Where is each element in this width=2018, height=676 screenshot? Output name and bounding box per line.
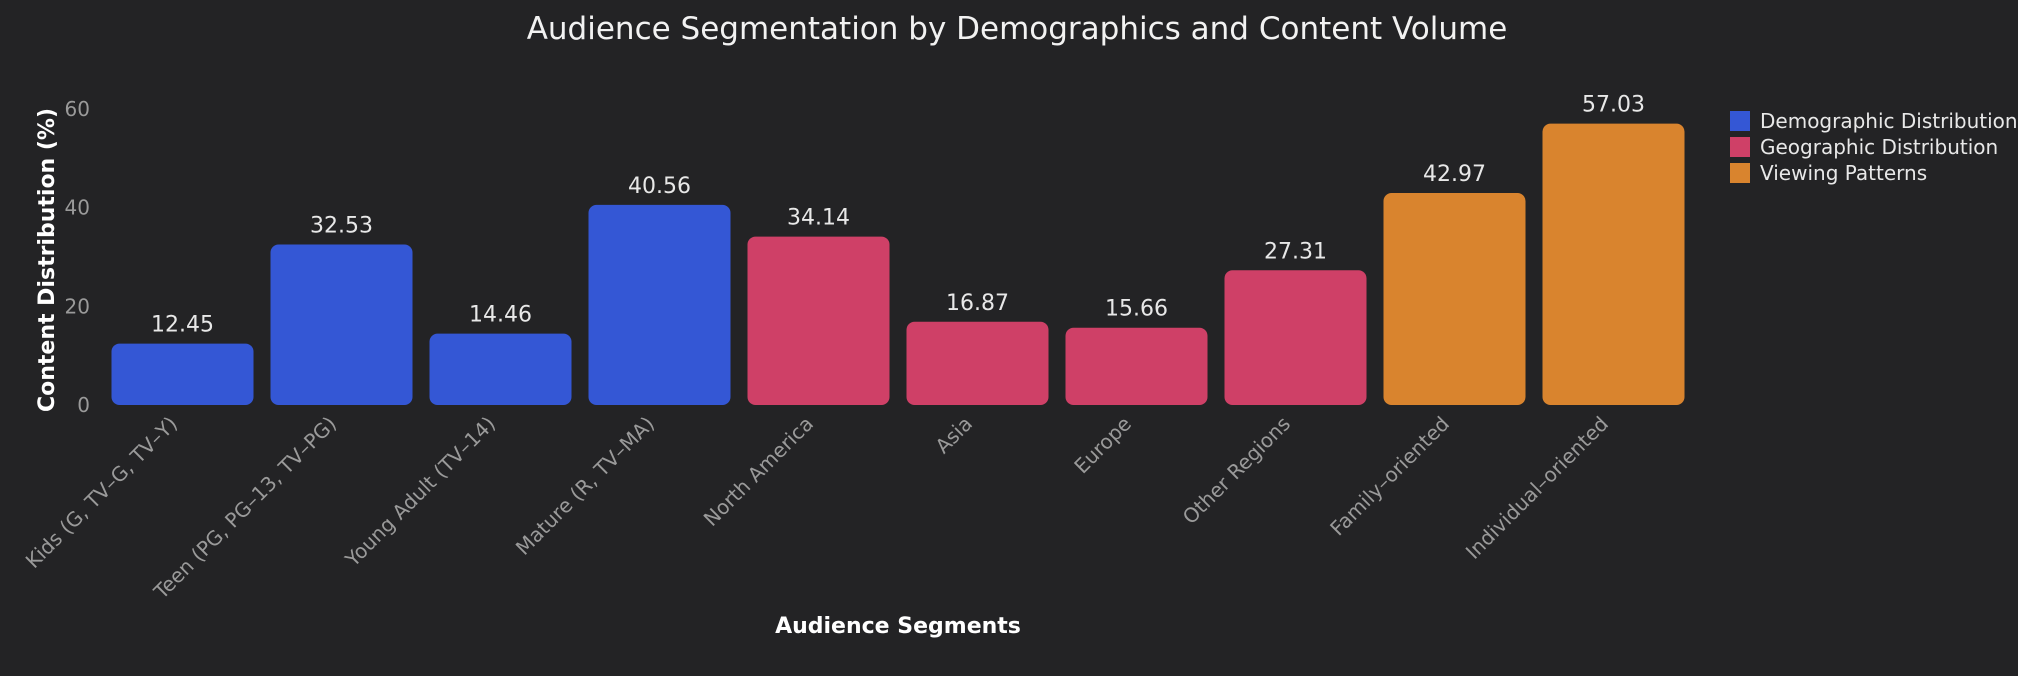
data-label: 34.14 xyxy=(787,206,850,231)
bar xyxy=(1224,270,1367,405)
bars xyxy=(111,123,1685,405)
x-tick-label: Teen (PG, PG–13, TV–PG) xyxy=(148,412,341,605)
data-label: 42.97 xyxy=(1423,162,1486,187)
y-tick-label: 60 xyxy=(65,97,90,121)
data-label: 57.03 xyxy=(1582,93,1645,118)
x-axis-ticks: Kids (G, TV–G, TV–Y)Teen (PG, PG–13, TV–… xyxy=(21,412,1613,605)
y-tick-label: 0 xyxy=(77,393,90,417)
bar xyxy=(111,343,254,405)
y-axis-label: Content Distribution (%) xyxy=(35,108,60,412)
x-tick-label: Mature (R, TV–MA) xyxy=(511,412,659,560)
data-label: 32.53 xyxy=(310,214,373,239)
y-tick-label: 40 xyxy=(65,196,90,220)
bar xyxy=(747,236,890,405)
chart-title: Audience Segmentation by Demographics an… xyxy=(527,11,1508,47)
x-tick-label: Europe xyxy=(1069,412,1136,479)
bar xyxy=(429,333,572,405)
y-axis-ticks: 0 20 40 60 xyxy=(65,97,90,417)
bar xyxy=(588,204,731,405)
x-tick-label: Asia xyxy=(930,412,977,459)
bar xyxy=(1383,193,1526,405)
legend-swatch xyxy=(1730,137,1750,157)
legend-swatch xyxy=(1730,111,1750,131)
bar xyxy=(1542,123,1685,405)
legend-entry: Geographic Distribution xyxy=(1760,135,1998,159)
data-label: 16.87 xyxy=(946,291,1009,316)
legend-entry: Demographic Distribution xyxy=(1760,109,2018,133)
data-label: 40.56 xyxy=(628,174,691,199)
legend-swatch xyxy=(1730,163,1750,183)
legend-entry: Viewing Patterns xyxy=(1760,161,1927,185)
x-tick-label: Kids (G, TV–G, TV–Y) xyxy=(21,412,182,573)
x-tick-label: Other Regions xyxy=(1178,412,1295,529)
x-tick-label: North America xyxy=(699,412,818,531)
data-labels: 12.45 32.53 14.46 40.56 34.14 16.87 15.66 27.31… xyxy=(151,93,1645,338)
data-label: 14.46 xyxy=(469,303,532,328)
y-tick-label: 20 xyxy=(65,294,90,318)
x-tick-label: Young Adult (TV–14) xyxy=(340,412,500,572)
bar xyxy=(1065,327,1208,405)
bar xyxy=(270,244,413,405)
x-axis-label: Audience Segments xyxy=(775,614,1021,639)
bar xyxy=(906,321,1049,405)
x-tick-label: Family–oriented xyxy=(1325,412,1454,541)
x-tick-label: Individual–oriented xyxy=(1461,412,1613,564)
data-label: 15.66 xyxy=(1105,297,1168,322)
data-label: 12.45 xyxy=(151,313,214,338)
data-label: 27.31 xyxy=(1264,239,1327,264)
